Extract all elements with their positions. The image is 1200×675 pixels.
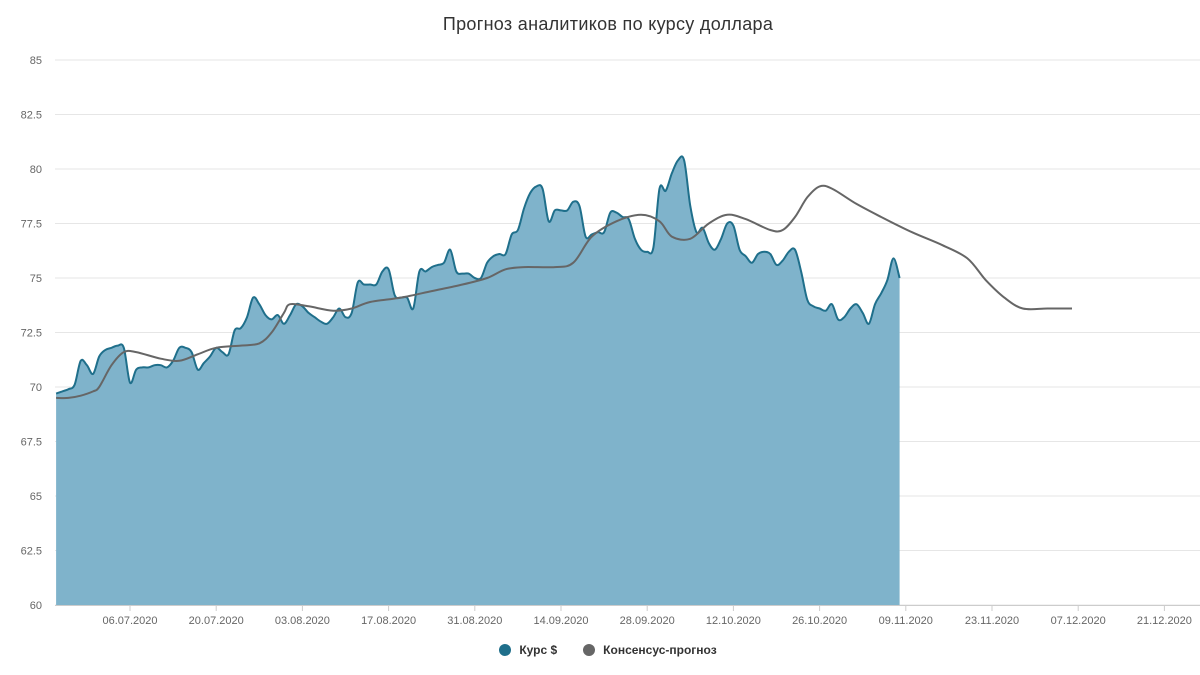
x-tick-label: 31.08.2020 bbox=[447, 615, 502, 627]
x-tick-label: 20.07.2020 bbox=[189, 615, 244, 627]
x-tick-label: 07.12.2020 bbox=[1051, 615, 1106, 627]
y-tick-label: 82.5 bbox=[21, 110, 42, 122]
legend-item-consensus[interactable]: Консенсус-прогноз bbox=[583, 643, 717, 657]
y-tick-label: 77.5 bbox=[21, 219, 42, 231]
series-layer bbox=[55, 155, 1072, 605]
x-tick-label: 17.08.2020 bbox=[361, 615, 416, 627]
x-tick-label: 03.08.2020 bbox=[275, 615, 330, 627]
x-tick-label: 21.12.2020 bbox=[1137, 615, 1192, 627]
legend-item-rate[interactable]: Курс $ bbox=[499, 643, 557, 657]
legend-label-rate: Курс $ bbox=[519, 643, 558, 657]
x-axis-tick-labels: 06.07.2020 20.07.2020 03.08.2020 17.08.2020… bbox=[102, 615, 1191, 627]
y-tick-label: 72.5 bbox=[21, 328, 42, 340]
legend-label-consensus: Консенсус-прогноз bbox=[603, 643, 717, 657]
area-fill-rate bbox=[56, 156, 900, 605]
y-tick-label: 70 bbox=[30, 382, 42, 394]
legend: Курс $ Консенсус-прогноз bbox=[0, 643, 1200, 657]
series-line-rate bbox=[55, 155, 901, 395]
y-tick-label: 65 bbox=[30, 491, 42, 503]
x-tick-label: 06.07.2020 bbox=[102, 615, 157, 627]
y-tick-label: 85 bbox=[30, 55, 42, 67]
x-tick-label: 14.09.2020 bbox=[533, 615, 588, 627]
y-tick-label: 60 bbox=[30, 600, 42, 612]
chart-title: Прогноз аналитиков по курсу доллара bbox=[442, 14, 774, 34]
y-tick-label: 62.5 bbox=[21, 546, 42, 558]
y-tick-label: 80 bbox=[30, 164, 42, 176]
x-tick-label: 09.11.2020 bbox=[879, 615, 933, 627]
x-tick-label: 12.10.2020 bbox=[706, 615, 761, 627]
x-tick-label: 28.09.2020 bbox=[620, 615, 675, 627]
x-tick-label: 26.10.2020 bbox=[792, 615, 847, 627]
series-line-consensus bbox=[56, 184, 1072, 400]
x-axis bbox=[55, 605, 1200, 611]
x-tick-label: 23.11.2020 bbox=[965, 615, 1019, 627]
legend-marker-consensus bbox=[583, 644, 596, 656]
y-axis-tick-labels: 60 62.5 65 67.5 70 72.5 75 77.5 80 82.5 85 bbox=[21, 55, 42, 612]
legend-marker-rate bbox=[499, 644, 512, 656]
y-tick-label: 75 bbox=[30, 273, 42, 285]
y-tick-label: 67.5 bbox=[21, 437, 42, 449]
